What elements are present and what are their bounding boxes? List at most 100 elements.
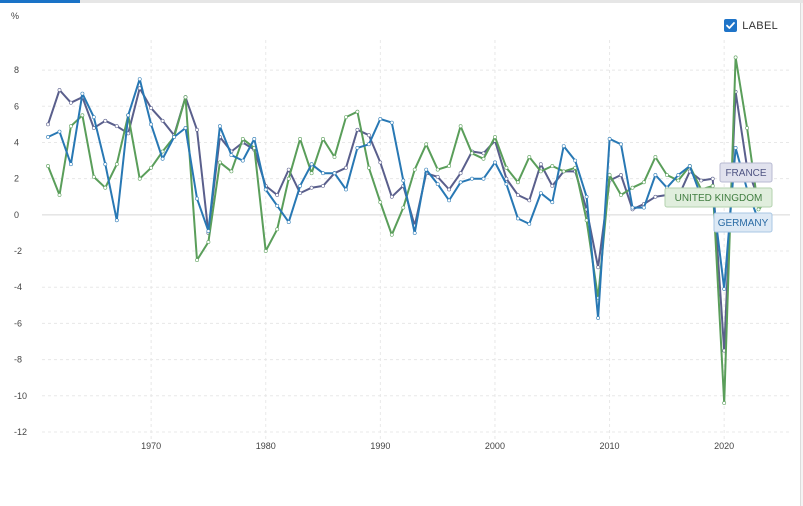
data-point[interactable] — [447, 187, 452, 192]
data-point[interactable] — [160, 156, 165, 161]
data-point[interactable] — [286, 220, 291, 225]
data-point[interactable] — [252, 136, 257, 141]
data-point[interactable] — [80, 113, 85, 118]
data-point[interactable] — [321, 171, 325, 176]
data-point[interactable] — [137, 77, 142, 82]
data-point[interactable] — [687, 164, 692, 168]
data-point[interactable] — [584, 194, 589, 199]
data-point[interactable] — [46, 122, 50, 127]
data-point[interactable] — [527, 221, 532, 226]
data-point[interactable] — [46, 164, 50, 168]
data-point[interactable] — [286, 176, 291, 181]
data-point[interactable] — [412, 167, 417, 172]
data-point[interactable] — [653, 194, 658, 199]
data-point[interactable] — [195, 258, 199, 263]
data-point[interactable] — [344, 187, 348, 192]
data-point[interactable] — [355, 145, 360, 150]
label-toggle[interactable]: LABEL — [724, 19, 778, 32]
data-point[interactable] — [332, 171, 337, 176]
data-point[interactable] — [321, 183, 325, 188]
data-point[interactable] — [516, 216, 520, 221]
data-point[interactable] — [470, 151, 474, 156]
data-point[interactable] — [561, 144, 566, 149]
data-point[interactable] — [573, 158, 578, 163]
data-point[interactable] — [263, 249, 268, 253]
data-point[interactable] — [195, 196, 199, 201]
series-france[interactable] — [46, 86, 772, 353]
data-point[interactable] — [516, 180, 520, 185]
data-point[interactable] — [355, 109, 360, 114]
series-line-united-kingdom[interactable] — [47, 56, 771, 404]
data-point[interactable] — [481, 151, 486, 156]
data-point[interactable] — [298, 136, 303, 141]
data-point[interactable] — [745, 126, 750, 130]
data-point[interactable] — [172, 135, 177, 139]
data-point[interactable] — [149, 122, 154, 127]
data-point[interactable] — [149, 165, 154, 170]
data-point[interactable] — [240, 158, 245, 163]
data-point[interactable] — [206, 229, 211, 234]
data-point[interactable] — [217, 160, 222, 165]
data-point[interactable] — [57, 129, 62, 134]
data-point[interactable] — [527, 155, 532, 159]
tag-germany[interactable]: GERMANY — [713, 212, 773, 233]
data-point[interactable] — [710, 176, 715, 181]
data-point[interactable] — [275, 193, 280, 197]
data-point[interactable] — [195, 127, 199, 132]
data-point[interactable] — [366, 142, 371, 147]
data-point[interactable] — [401, 178, 406, 183]
data-point[interactable] — [114, 124, 119, 129]
data-point[interactable] — [309, 162, 314, 167]
data-point[interactable] — [722, 287, 727, 291]
data-point[interactable] — [619, 173, 623, 177]
data-point[interactable] — [699, 178, 704, 183]
data-point[interactable] — [619, 193, 623, 197]
data-point[interactable] — [493, 160, 497, 165]
data-point[interactable] — [240, 136, 245, 141]
data-point[interactable] — [114, 162, 119, 167]
data-point[interactable] — [275, 203, 280, 208]
data-point[interactable] — [710, 183, 715, 188]
tag-france[interactable]: FRANCE — [719, 162, 773, 183]
data-point[interactable] — [653, 155, 658, 159]
data-point[interactable] — [619, 142, 623, 147]
data-point[interactable] — [412, 231, 417, 235]
data-point[interactable] — [642, 180, 646, 185]
data-point[interactable] — [217, 124, 222, 129]
data-point[interactable] — [756, 207, 761, 212]
data-point[interactable] — [275, 227, 280, 232]
data-point[interactable] — [69, 162, 73, 167]
data-point[interactable] — [378, 117, 383, 121]
data-point[interactable] — [435, 174, 440, 179]
data-point[interactable] — [229, 153, 234, 158]
data-point[interactable] — [137, 176, 142, 181]
data-point[interactable] — [149, 106, 154, 111]
data-point[interactable] — [91, 174, 96, 179]
data-point[interactable] — [286, 167, 291, 172]
tag-united-kingdom[interactable]: UNITED KINGDOM — [664, 187, 773, 208]
data-point[interactable] — [653, 173, 658, 177]
data-point[interactable] — [321, 136, 325, 141]
data-point[interactable] — [114, 218, 119, 223]
data-point[interactable] — [504, 165, 509, 170]
data-point[interactable] — [389, 120, 394, 125]
data-point[interactable] — [69, 100, 73, 105]
data-point[interactable] — [160, 118, 165, 123]
data-point[interactable] — [229, 169, 234, 174]
data-point[interactable] — [298, 183, 303, 188]
data-point[interactable] — [424, 167, 429, 172]
series-line-france[interactable] — [47, 87, 771, 352]
data-point[interactable] — [91, 115, 96, 120]
data-point[interactable] — [470, 176, 474, 181]
data-point[interactable] — [722, 401, 727, 405]
data-point[interactable] — [46, 135, 50, 139]
data-point[interactable] — [481, 176, 486, 181]
series-line-germany[interactable] — [47, 78, 771, 319]
data-point[interactable] — [550, 183, 555, 188]
data-point[interactable] — [550, 164, 555, 168]
data-point[interactable] — [504, 176, 509, 181]
data-point[interactable] — [91, 126, 96, 130]
data-point[interactable] — [676, 178, 681, 183]
data-point[interactable] — [538, 162, 543, 167]
data-point[interactable] — [607, 136, 612, 141]
